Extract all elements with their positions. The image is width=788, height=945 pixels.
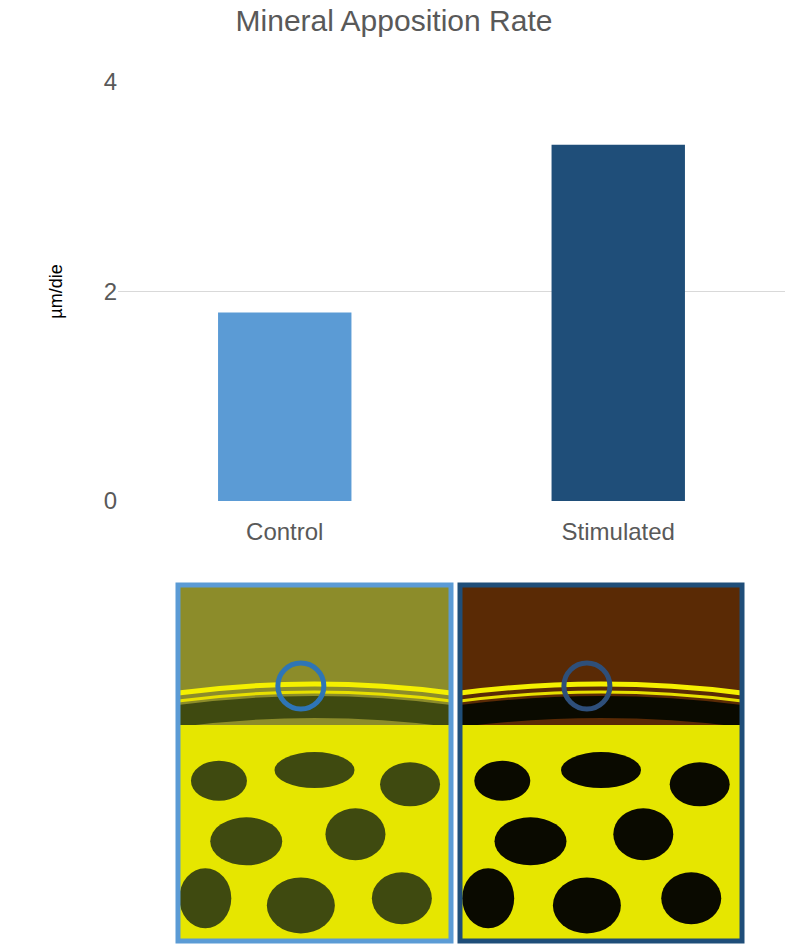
- svg-text:Stimulated: Stimulated: [562, 518, 675, 545]
- svg-text:4: 4: [104, 68, 117, 95]
- svg-text:Control: Control: [246, 518, 323, 545]
- svg-text:2: 2: [104, 278, 117, 305]
- svg-text:0: 0: [104, 487, 117, 514]
- svg-text:µm/die: µm/die: [46, 264, 66, 318]
- svg-text:Mineral Apposition Rate: Mineral Apposition Rate: [236, 4, 553, 37]
